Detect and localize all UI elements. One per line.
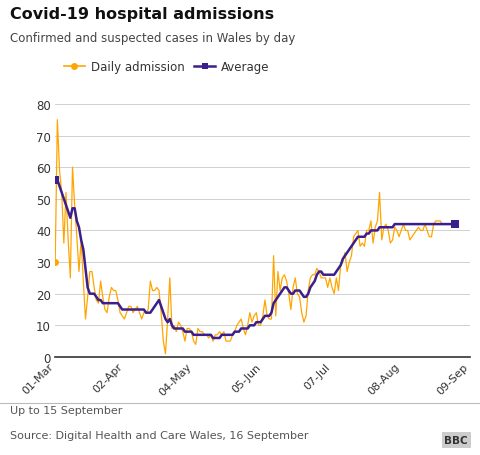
Text: Up to 15 September: Up to 15 September <box>10 405 122 415</box>
Text: BBC: BBC <box>444 435 468 445</box>
Legend: Daily admission, Average: Daily admission, Average <box>59 56 275 79</box>
Text: Covid-19 hospital admissions: Covid-19 hospital admissions <box>10 7 274 22</box>
Text: Confirmed and suspected cases in Wales by day: Confirmed and suspected cases in Wales b… <box>10 32 295 45</box>
Text: Source: Digital Health and Care Wales, 16 September: Source: Digital Health and Care Wales, 1… <box>10 430 308 440</box>
